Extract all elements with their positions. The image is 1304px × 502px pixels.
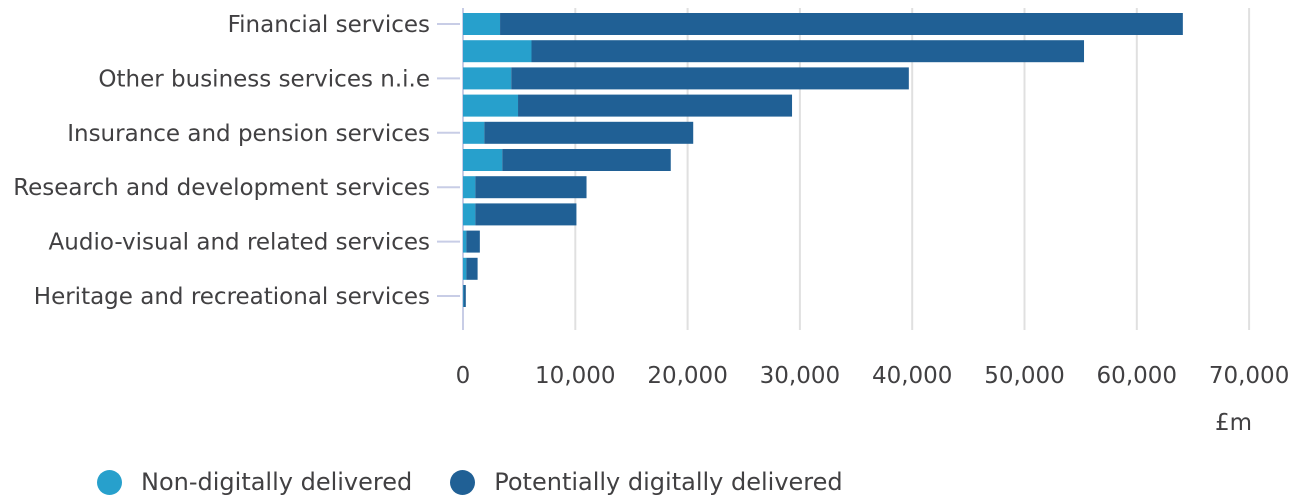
x-tick-label: 40,000 [872,363,952,389]
x-tick-label: 0 [456,363,471,389]
x-axis-unit-label: £m [1215,410,1252,436]
bar-digital [531,40,1085,63]
legend-item-non-digital: Non-digitally delivered [97,468,412,496]
legend-swatch-digital [450,469,476,495]
bar-non-digital [463,203,476,226]
bar-digital [518,94,793,117]
bar-digital [511,67,909,90]
legend-swatch-non-digital [97,469,122,495]
bar-digital [466,257,478,280]
bar-non-digital [463,121,485,144]
bar-non-digital [463,285,464,307]
x-tick-label: 10,000 [535,363,615,389]
bar-digital [484,121,694,144]
x-tick-label: 30,000 [760,363,840,389]
bar-non-digital [463,94,519,117]
bar-digital [502,149,671,171]
bar-digital [475,203,577,226]
y-category-label: Research and development services [13,175,430,201]
x-axis-labels: 0 10,000 20,000 30,000 40,000 50,000 60,000 70,… [456,363,1290,389]
x-tick-label: 20,000 [647,363,727,389]
x-tick-label: 50,000 [984,363,1064,389]
bar-non-digital [463,176,476,199]
legend-label-non-digital: Non-digitally delivered [141,468,413,496]
bar-digital [466,230,480,253]
bar-digital [463,285,466,307]
bars [463,13,1183,307]
legend-item-digital: Potentially digitally delivered [450,468,843,496]
bar-digital [500,13,1183,35]
bar-non-digital [463,257,467,280]
y-category-label: Insurance and pension services [67,121,430,147]
stacked-bar-chart: Financial services Other business service… [13,8,1290,436]
bar-non-digital [463,149,503,171]
y-axis-labels: Financial services Other business service… [13,12,460,310]
bar-non-digital [463,67,512,90]
y-category-label: Audio-visual and related services [49,230,430,256]
bar-non-digital [463,230,467,253]
bar-digital [475,176,587,199]
y-category-label: Heritage and recreational services [34,284,430,310]
x-tick-label: 60,000 [1097,363,1177,389]
y-category-label: Financial services [228,12,430,38]
legend: Non-digitally delivered Potentially digi… [97,462,881,502]
y-category-label: Other business services n.i.e [98,66,430,92]
bar-non-digital [463,40,532,63]
x-tick-label: 70,000 [1209,363,1289,389]
legend-label-digital: Potentially digitally delivered [494,468,843,496]
bar-non-digital [463,13,501,35]
